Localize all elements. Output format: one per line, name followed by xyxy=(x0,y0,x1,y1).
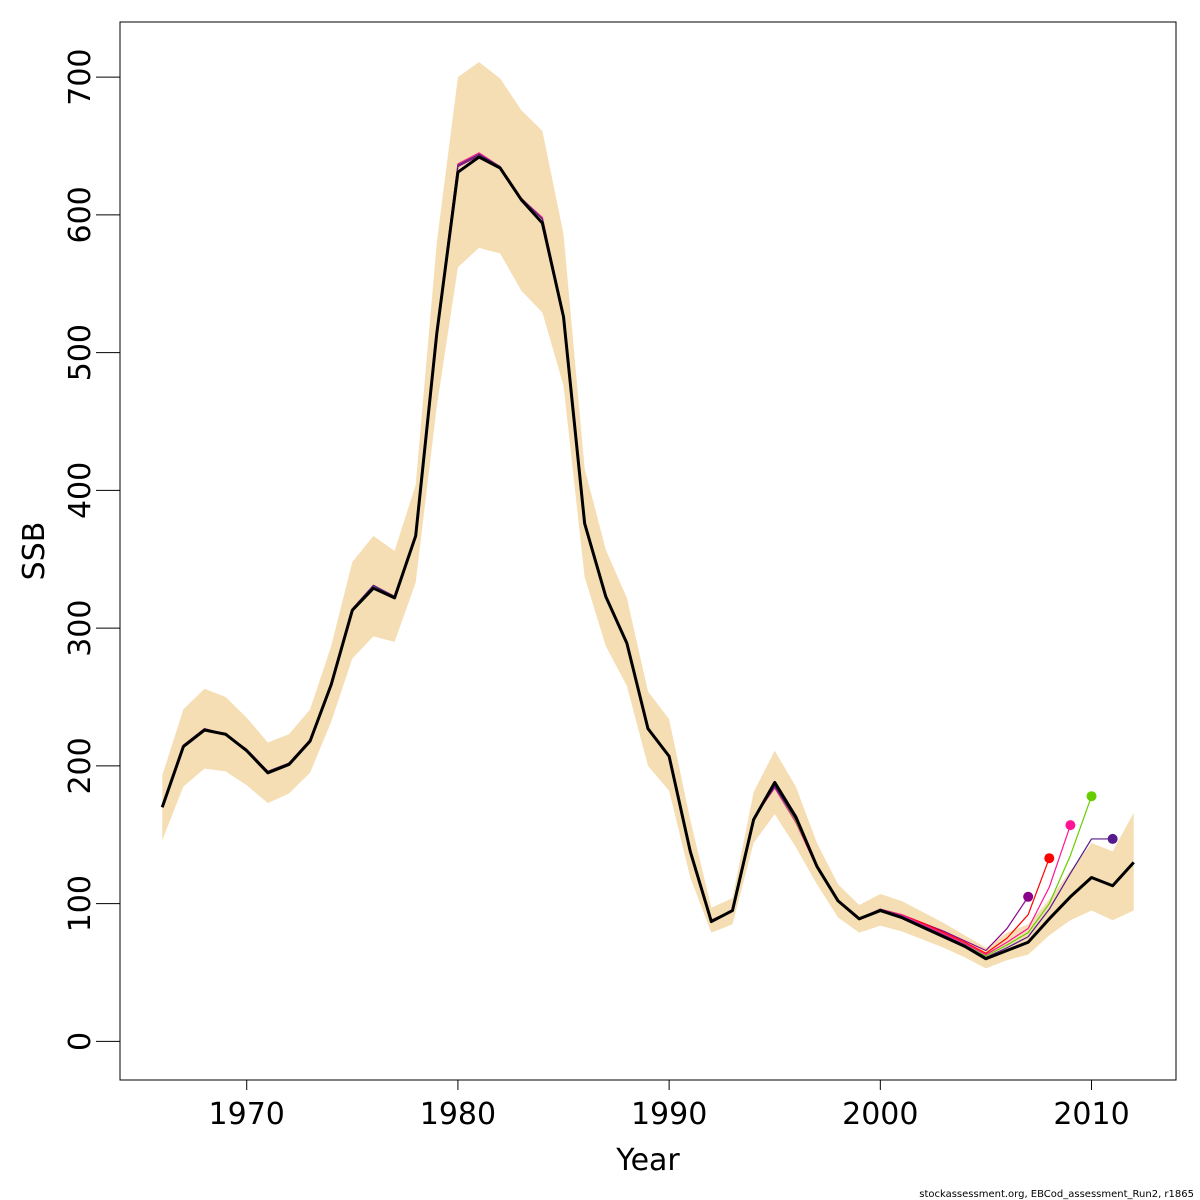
series-end-point-1 xyxy=(1023,891,1034,902)
y-tick-label: 300 xyxy=(63,600,98,657)
footer-caption: stockassessment.org, EBCod_assessment_Ru… xyxy=(919,1189,1194,1200)
y-tick-label: 700 xyxy=(63,48,98,105)
series-end-point-4 xyxy=(1086,791,1097,802)
series-line-final xyxy=(160,155,1135,961)
y-axis: 0 100 200 300 400 500 600 700 xyxy=(63,48,120,1051)
y-tick-label: 500 xyxy=(63,324,98,381)
x-axis: 1970 1980 1990 2000 2010 xyxy=(209,1080,1130,1132)
series-end-point-5 xyxy=(1107,833,1118,844)
x-tick-label: 2000 xyxy=(842,1097,918,1132)
series-end-point-3 xyxy=(1065,820,1076,831)
y-tick-label: 0 xyxy=(63,1032,98,1051)
series-end-point-2 xyxy=(1044,853,1055,864)
x-tick-label: 1970 xyxy=(209,1097,285,1132)
x-tick-label: 1990 xyxy=(631,1097,707,1132)
y-tick-label: 600 xyxy=(63,186,98,243)
x-axis-title: Year xyxy=(615,1143,680,1178)
series-layer xyxy=(160,152,1135,961)
y-tick-label: 400 xyxy=(63,462,98,519)
y-axis-title: SSB xyxy=(17,522,52,581)
end-point-layer xyxy=(1023,791,1118,902)
y-tick-label: 100 xyxy=(63,875,98,932)
plot-frame xyxy=(119,21,1177,1081)
x-tick-label: 1980 xyxy=(420,1097,496,1132)
y-tick-label: 200 xyxy=(63,737,98,794)
x-tick-label: 2010 xyxy=(1053,1097,1129,1132)
